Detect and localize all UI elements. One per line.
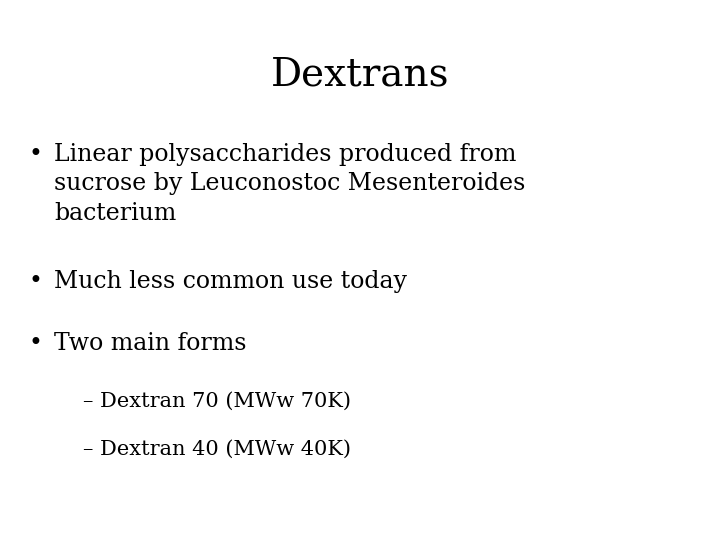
Text: – Dextran 40 (MWw 40K): – Dextran 40 (MWw 40K)	[83, 440, 351, 459]
Text: Much less common use today: Much less common use today	[54, 270, 407, 293]
Text: – Dextran 70 (MWw 70K): – Dextran 70 (MWw 70K)	[83, 392, 351, 410]
Text: Two main forms: Two main forms	[54, 332, 246, 355]
Text: •: •	[29, 270, 42, 293]
Text: •: •	[29, 332, 42, 355]
Text: Linear polysaccharides produced from
sucrose by Leuconostoc Mesenteroides
bacter: Linear polysaccharides produced from suc…	[54, 143, 526, 225]
Text: •: •	[29, 143, 42, 166]
Text: Dextrans: Dextrans	[271, 57, 449, 94]
